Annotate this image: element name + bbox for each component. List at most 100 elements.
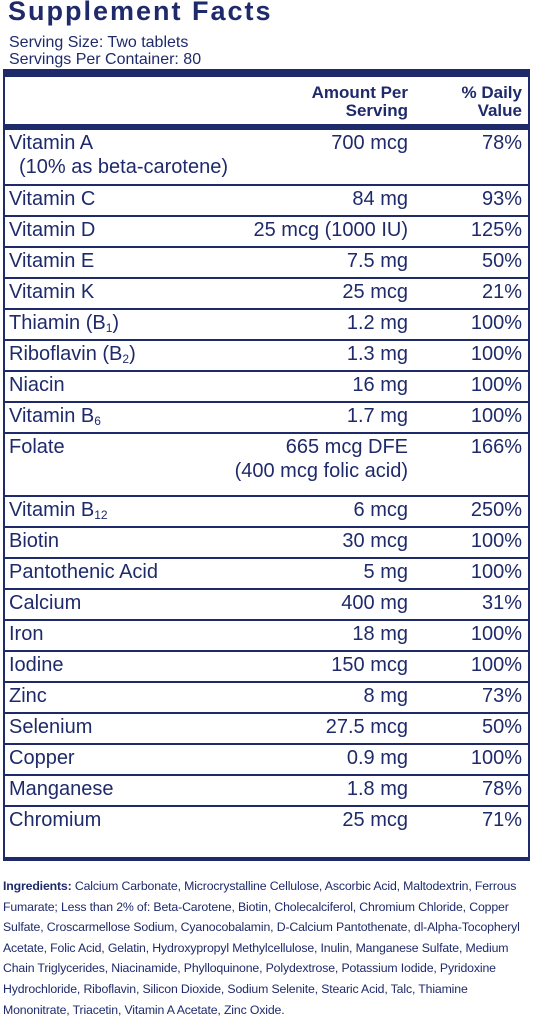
nutrient-name-text: Riboflavin (B	[9, 343, 123, 365]
nutrient-name: Biotin	[9, 529, 59, 553]
nutrient-amount-text: 84 mg	[352, 188, 408, 210]
nutrient-row: Iron 18 mg 100%	[3, 619, 530, 650]
nutrient-daily-value: 250%	[470, 499, 522, 521]
nutrient-amount-text: 27.5 mcg	[325, 716, 408, 738]
nutrient-name: Iodine	[9, 653, 64, 677]
nutrient-amount: 665 mcg DFE (400 mcg folic acid)	[235, 435, 408, 483]
nutrient-name: Vitamin E	[9, 249, 94, 273]
nutrient-daily-value: 100%	[470, 374, 522, 396]
nutrient-amount: 1.8 mg	[347, 777, 408, 801]
nutrient-name: Selenium	[9, 715, 92, 739]
nutrient-row: Selenium 27.5 mcg 50%	[3, 712, 530, 743]
nutrient-daily-value: 50%	[481, 250, 522, 272]
nutrient-daily-value: 100%	[470, 405, 522, 427]
top-divider	[3, 69, 530, 77]
nutrient-name-text: Vitamin B	[9, 405, 95, 427]
nutrient-name: Pantothenic Acid	[9, 560, 158, 584]
nutrient-row: Vitamin C 84 mg 93%	[3, 184, 530, 215]
nutrient-amount: 16 mg	[352, 373, 408, 397]
dv-header-line2: Value	[477, 101, 522, 120]
nutrient-daily-value: 93%	[481, 188, 522, 210]
nutrient-amount: 84 mg	[352, 187, 408, 211]
nutrient-daily-value: 78%	[481, 132, 522, 154]
nutrient-amount: 30 mcg	[342, 529, 408, 553]
dv-header-line1: % Daily	[461, 83, 522, 102]
nutrient-name-text: Zinc	[9, 685, 47, 707]
nutrient-amount-text: 150 mcg	[331, 654, 408, 676]
nutrient-daily-value: 100%	[470, 530, 522, 552]
nutrient-amount-text: 1.3 mg	[346, 343, 408, 365]
nutrient-amount: 400 mg	[341, 591, 408, 615]
nutrient-name: Riboflavin (B2)	[9, 342, 136, 371]
nutrient-row: Biotin 30 mcg 100%	[3, 526, 530, 557]
nutrient-name-text: Calcium	[9, 592, 82, 614]
nutrient-row: Folate 665 mcg DFE (400 mcg folic acid) 166…	[3, 432, 530, 495]
nutrient-rows: Vitamin A (10% as beta-carotene) 700 mcg 78…	[3, 128, 530, 841]
nutrient-amount: 8 mg	[364, 684, 408, 708]
nutrient-row: Niacin 16 mg 100%	[3, 370, 530, 401]
panel-title: Supplement Facts	[8, 0, 273, 26]
nutrient-amount: 25 mcg	[342, 808, 408, 832]
nutrient-amount-text: 8 mg	[363, 685, 408, 707]
nutrient-amount-text: 400 mg	[341, 592, 408, 614]
nutrient-name: Calcium	[9, 591, 81, 615]
nutrient-name-text: Niacin	[9, 374, 65, 396]
nutrient-name: Niacin	[9, 373, 65, 397]
nutrient-amount-text: 7.5 mg	[346, 250, 408, 272]
nutrient-row: Pantothenic Acid 5 mg 100%	[3, 557, 530, 588]
nutrient-subscript: 1	[105, 321, 113, 335]
nutrient-amount-text: 1.2 mg	[346, 312, 408, 334]
nutrient-name-note: (10% as beta-carotene)	[19, 156, 229, 178]
nutrient-name: Vitamin B12	[9, 498, 108, 527]
nutrient-name-text: Thiamin (B	[9, 312, 106, 334]
nutrient-amount: 700 mcg	[331, 131, 408, 155]
nutrient-amount: 7.5 mg	[347, 249, 408, 273]
nutrient-amount-text: 5 mg	[363, 561, 408, 583]
nutrient-amount-note: (400 mcg folic acid)	[234, 460, 408, 482]
nutrient-row: Thiamin (B1) 1.2 mg 100%	[3, 308, 530, 339]
nutrient-daily-value: 100%	[470, 623, 522, 645]
nutrient-amount-text: 1.7 mg	[346, 405, 408, 427]
nutrient-daily-value: 100%	[470, 747, 522, 769]
nutrient-name: Vitamin K	[9, 280, 94, 304]
nutrient-name-tail: )	[129, 343, 136, 365]
nutrient-row: Vitamin E 7.5 mg 50%	[3, 246, 530, 277]
ingredients-label: Ingredients:	[3, 879, 72, 893]
nutrient-name-text: Chromium	[9, 809, 102, 831]
nutrient-amount: 6 mcg	[354, 498, 408, 522]
nutrient-name: Copper	[9, 746, 75, 770]
nutrient-name-text: Vitamin D	[9, 219, 96, 241]
nutrient-name: Iron	[9, 622, 43, 646]
nutrient-row: Chromium 25 mcg 71%	[3, 805, 530, 841]
nutrient-name-text: Vitamin C	[9, 188, 96, 210]
nutrient-amount: 0.9 mg	[347, 746, 408, 770]
nutrient-amount: 1.2 mg	[347, 311, 408, 335]
nutrient-amount-text: 1.8 mg	[346, 778, 408, 800]
nutrient-daily-value: 100%	[470, 312, 522, 334]
nutrient-name: Zinc	[9, 684, 47, 708]
nutrient-daily-value: 71%	[481, 809, 522, 831]
nutrient-daily-value: 125%	[470, 219, 522, 241]
nutrient-amount-text: 25 mcg (1000 IU)	[253, 219, 408, 241]
nutrient-amount-text: 25 mcg	[342, 809, 408, 831]
nutrient-amount-text: 665 mcg DFE	[285, 436, 408, 458]
nutrient-row: Riboflavin (B2) 1.3 mg 100%	[3, 339, 530, 370]
nutrient-daily-value: 100%	[470, 343, 522, 365]
nutrient-daily-value: 78%	[481, 778, 522, 800]
nutrient-subscript: 12	[94, 508, 108, 522]
nutrient-row: Iodine 150 mcg 100%	[3, 650, 530, 681]
nutrient-name: Thiamin (B1)	[9, 311, 119, 340]
nutrient-amount: 1.3 mg	[347, 342, 408, 366]
nutrient-name-text: Biotin	[9, 530, 60, 552]
nutrient-name-text: Vitamin B	[9, 499, 95, 521]
nutrient-name-text: Iodine	[9, 654, 64, 676]
header-divider	[3, 124, 530, 129]
nutrient-amount: 5 mg	[364, 560, 408, 584]
nutrient-amount-text: 18 mg	[352, 623, 408, 645]
nutrient-row: Calcium 400 mg 31%	[3, 588, 530, 619]
servings-per-container: Servings Per Container: 80	[9, 51, 202, 68]
nutrient-subscript: 6	[94, 414, 101, 428]
ingredients-block: Ingredients: Calcium Carbonate, Microcry…	[3, 876, 531, 1020]
nutrient-daily-value: 50%	[481, 716, 522, 738]
nutrient-name: Chromium	[9, 808, 101, 832]
